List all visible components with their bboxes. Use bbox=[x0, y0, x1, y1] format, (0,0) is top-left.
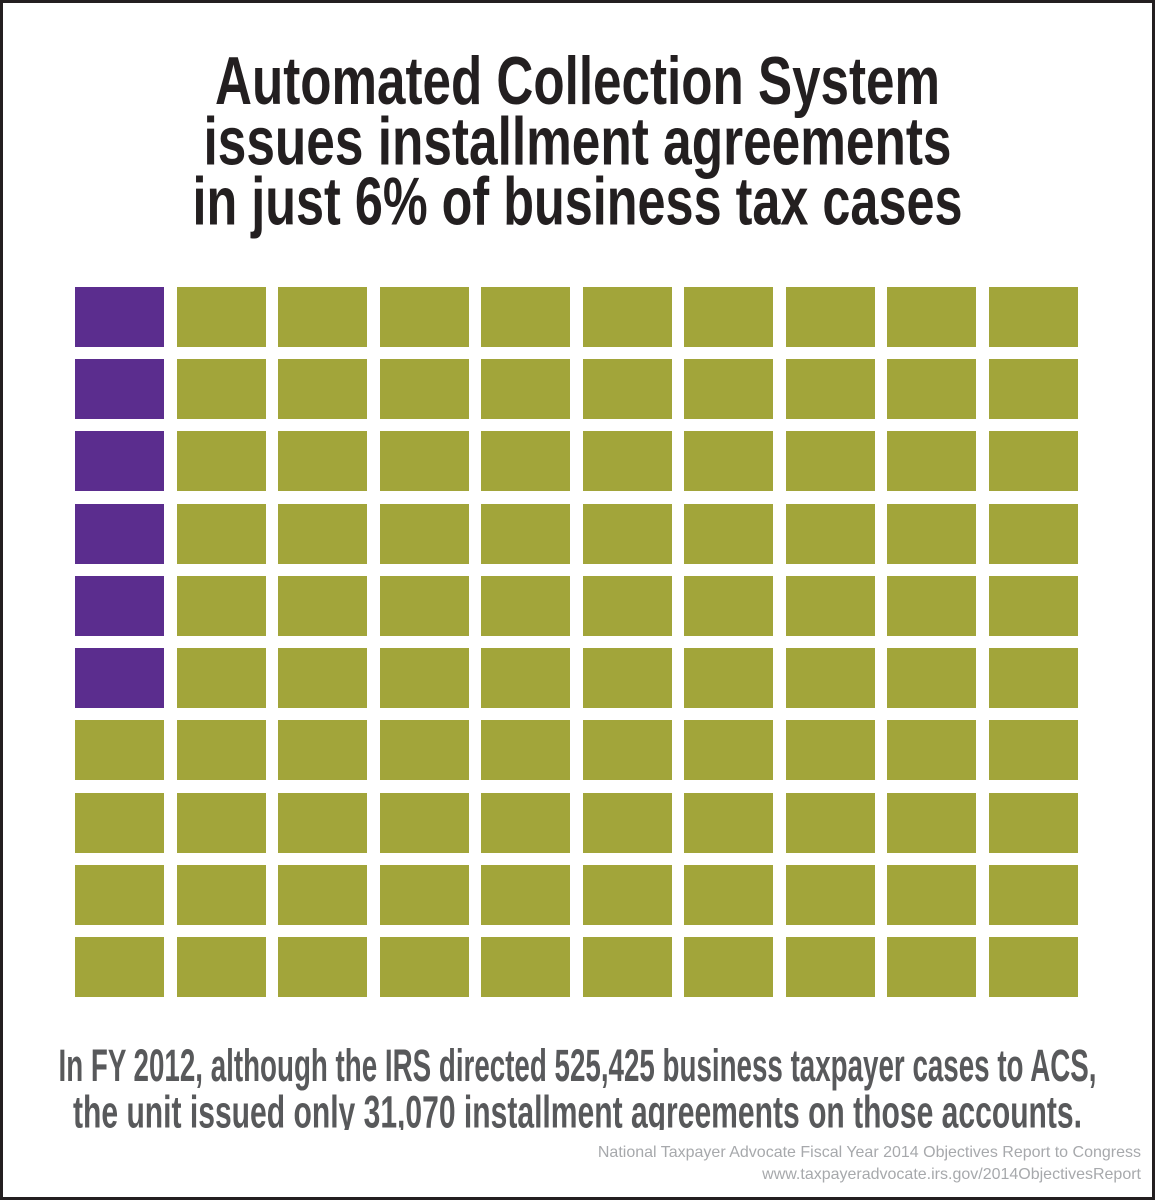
svg-text:In FY 2012, although the IRS d: In FY 2012, although the IRS directed 52… bbox=[59, 1040, 1097, 1091]
svg-text:the unit issued only 31,070 in: the unit issued only 31,070 installment … bbox=[73, 1086, 1082, 1130]
svg-text:in just 6% of business tax cas: in just 6% of business tax cases bbox=[193, 164, 963, 240]
